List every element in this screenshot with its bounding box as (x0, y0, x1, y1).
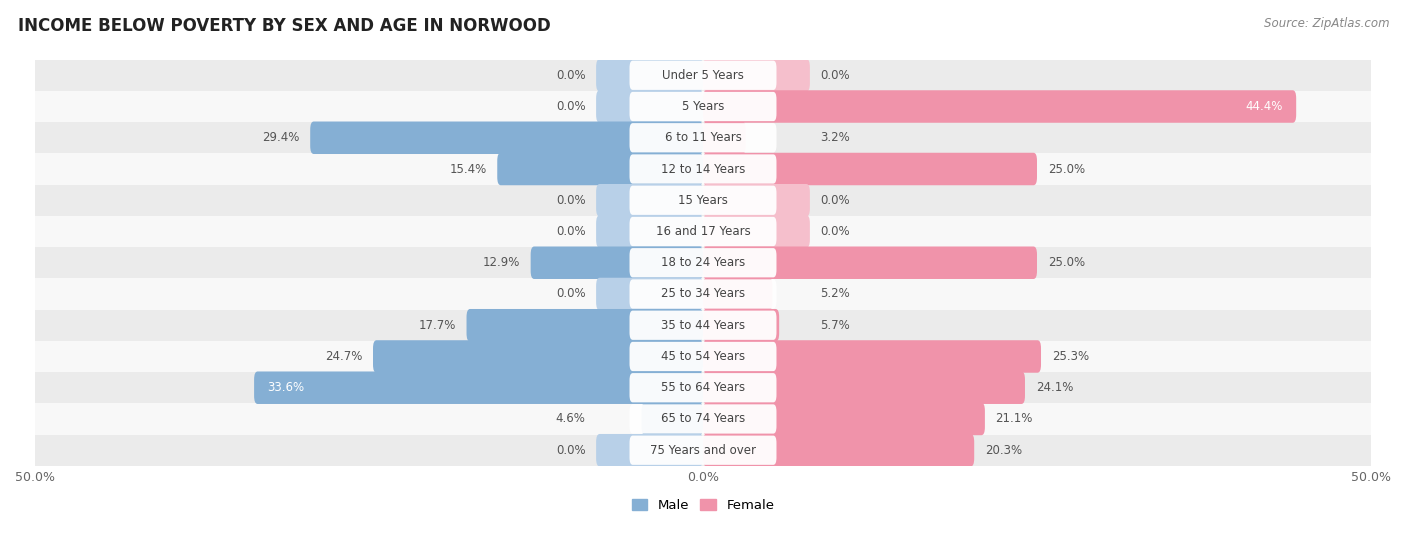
Text: 35 to 44 Years: 35 to 44 Years (661, 319, 745, 332)
Bar (35, 122, 1371, 153)
Bar (35, 185, 1371, 216)
FancyBboxPatch shape (703, 215, 810, 248)
FancyBboxPatch shape (703, 278, 772, 310)
Bar (35, 435, 1371, 466)
Text: 33.6%: 33.6% (267, 381, 305, 394)
Text: 15.4%: 15.4% (450, 162, 486, 176)
FancyBboxPatch shape (467, 309, 703, 341)
Text: 5 Years: 5 Years (682, 100, 724, 113)
FancyBboxPatch shape (630, 217, 776, 246)
FancyBboxPatch shape (254, 372, 703, 404)
Bar (35, 60, 1371, 91)
FancyBboxPatch shape (703, 59, 810, 92)
Text: 6 to 11 Years: 6 to 11 Years (665, 131, 741, 145)
FancyBboxPatch shape (630, 248, 776, 277)
Bar (35, 403, 1371, 435)
Text: INCOME BELOW POVERTY BY SEX AND AGE IN NORWOOD: INCOME BELOW POVERTY BY SEX AND AGE IN N… (18, 17, 551, 35)
FancyBboxPatch shape (703, 247, 1038, 279)
Text: 0.0%: 0.0% (555, 444, 585, 456)
Text: 0.0%: 0.0% (555, 194, 585, 207)
FancyBboxPatch shape (703, 372, 1025, 404)
Text: 25.0%: 25.0% (1047, 256, 1085, 270)
Text: 5.2%: 5.2% (821, 287, 851, 301)
FancyBboxPatch shape (596, 59, 703, 92)
FancyBboxPatch shape (703, 122, 745, 154)
FancyBboxPatch shape (703, 340, 1040, 373)
FancyBboxPatch shape (703, 184, 810, 217)
FancyBboxPatch shape (530, 247, 703, 279)
Text: 21.1%: 21.1% (995, 412, 1033, 425)
Text: 17.7%: 17.7% (419, 319, 456, 332)
Text: 18 to 24 Years: 18 to 24 Years (661, 256, 745, 270)
FancyBboxPatch shape (630, 436, 776, 465)
Text: 4.6%: 4.6% (555, 412, 585, 425)
Text: 25.0%: 25.0% (1047, 162, 1085, 176)
Bar (35, 372, 1371, 403)
FancyBboxPatch shape (630, 186, 776, 215)
Bar (35, 341, 1371, 372)
FancyBboxPatch shape (498, 153, 703, 185)
FancyBboxPatch shape (311, 122, 703, 154)
Text: 0.0%: 0.0% (555, 100, 585, 113)
Bar (35, 153, 1371, 185)
FancyBboxPatch shape (703, 403, 984, 435)
Text: 0.0%: 0.0% (555, 287, 585, 301)
FancyBboxPatch shape (630, 280, 776, 309)
FancyBboxPatch shape (630, 311, 776, 340)
Text: 25.3%: 25.3% (1052, 350, 1088, 363)
Text: 24.7%: 24.7% (325, 350, 363, 363)
Text: 0.0%: 0.0% (555, 225, 585, 238)
Bar (35, 216, 1371, 247)
FancyBboxPatch shape (596, 90, 703, 123)
Text: 65 to 74 Years: 65 to 74 Years (661, 412, 745, 425)
Text: 15 Years: 15 Years (678, 194, 728, 207)
Text: 0.0%: 0.0% (821, 225, 851, 238)
Bar (35, 278, 1371, 310)
Text: 12 to 14 Years: 12 to 14 Years (661, 162, 745, 176)
Text: 45 to 54 Years: 45 to 54 Years (661, 350, 745, 363)
Text: 16 and 17 Years: 16 and 17 Years (655, 225, 751, 238)
Bar (35, 310, 1371, 341)
FancyBboxPatch shape (630, 405, 776, 434)
Text: 0.0%: 0.0% (821, 194, 851, 207)
FancyBboxPatch shape (596, 215, 703, 248)
Text: 24.1%: 24.1% (1036, 381, 1073, 394)
FancyBboxPatch shape (703, 434, 974, 466)
Text: 20.3%: 20.3% (984, 444, 1022, 456)
FancyBboxPatch shape (703, 153, 1038, 185)
FancyBboxPatch shape (630, 61, 776, 90)
FancyBboxPatch shape (596, 278, 703, 310)
FancyBboxPatch shape (641, 403, 703, 435)
Text: 3.2%: 3.2% (821, 131, 851, 145)
FancyBboxPatch shape (630, 155, 776, 184)
Text: Source: ZipAtlas.com: Source: ZipAtlas.com (1264, 17, 1389, 30)
Text: 0.0%: 0.0% (555, 69, 585, 82)
Text: 44.4%: 44.4% (1246, 100, 1282, 113)
FancyBboxPatch shape (703, 309, 779, 341)
Bar (35, 91, 1371, 122)
FancyBboxPatch shape (596, 184, 703, 217)
Text: 55 to 64 Years: 55 to 64 Years (661, 381, 745, 394)
Bar (35, 247, 1371, 278)
FancyBboxPatch shape (703, 90, 1296, 123)
Text: 5.7%: 5.7% (821, 319, 851, 332)
Text: 12.9%: 12.9% (482, 256, 520, 270)
FancyBboxPatch shape (630, 342, 776, 371)
Legend: Male, Female: Male, Female (631, 499, 775, 512)
Text: 29.4%: 29.4% (262, 131, 299, 145)
FancyBboxPatch shape (630, 373, 776, 402)
FancyBboxPatch shape (373, 340, 703, 373)
FancyBboxPatch shape (630, 92, 776, 121)
Text: 0.0%: 0.0% (821, 69, 851, 82)
Text: 25 to 34 Years: 25 to 34 Years (661, 287, 745, 301)
FancyBboxPatch shape (630, 123, 776, 152)
Text: 75 Years and over: 75 Years and over (650, 444, 756, 456)
Text: Under 5 Years: Under 5 Years (662, 69, 744, 82)
FancyBboxPatch shape (596, 434, 703, 466)
